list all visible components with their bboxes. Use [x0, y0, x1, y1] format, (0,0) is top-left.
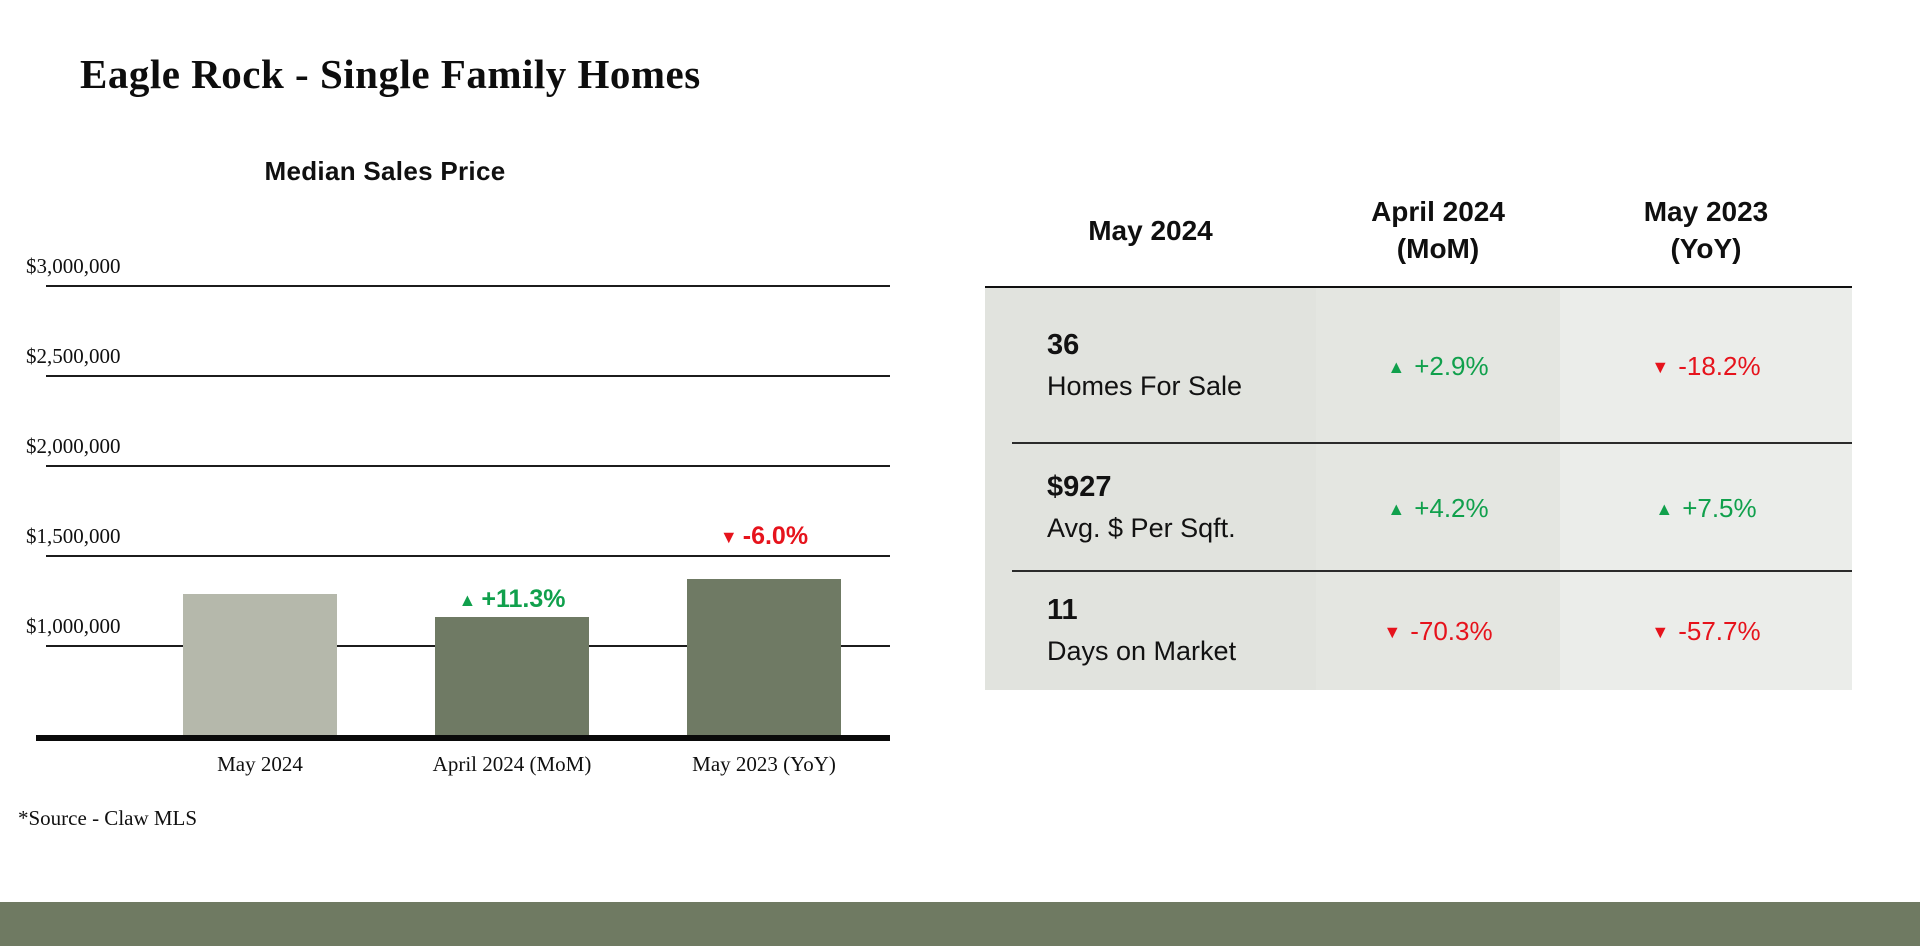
column-header-may-2023-yoy: May 2023 (YoY)	[1643, 196, 1769, 264]
down-arrow-icon: ▼	[719, 526, 738, 547]
annotation-text: +11.3%	[481, 585, 566, 613]
percent-change: +2.9%	[1414, 350, 1489, 381]
mom-change-cell: ▲ +4.2%	[1316, 444, 1560, 572]
footer-bar	[0, 902, 1920, 946]
percent-change: -57.7%	[1678, 615, 1761, 646]
metric-value: 11	[1047, 594, 1078, 626]
up-arrow-icon: ▲	[1387, 357, 1406, 377]
column-header-april-2024-mom: April 2024 (MoM)	[1371, 196, 1505, 264]
annotation-text: -6.0%	[742, 522, 809, 550]
x-axis-label-may-2024: May 2024	[217, 752, 303, 776]
up-arrow-icon: ▲	[458, 589, 477, 610]
metric-value: $927	[1047, 471, 1112, 503]
up-arrow-icon: ▲	[1387, 499, 1406, 519]
yoy-change-cell: ▼ -18.2%	[1560, 288, 1852, 444]
mom-change-cell: ▲ +2.9%	[1316, 288, 1560, 444]
bar-may-2023-yoy-	[687, 578, 841, 735]
metric-cell: $927 Avg. $ Per Sqft.	[985, 444, 1316, 572]
x-axis-label-may-2023: May 2023 (YoY)	[692, 752, 836, 776]
row-divider	[1012, 570, 1852, 572]
y-tick-label: $2,500,000	[26, 344, 121, 368]
metric-label: Days on Market	[1047, 636, 1237, 666]
percent-change: -70.3%	[1410, 615, 1493, 646]
percent-change: +7.5%	[1682, 492, 1757, 523]
table-body: 36 Homes For Sale ▲ +2.9% ▼ -18.2% $927 …	[985, 288, 1852, 690]
gridline	[46, 285, 890, 287]
table-header-row: May 2024 April 2024 (MoM) May 2023 (YoY)	[985, 178, 1852, 282]
bar-april-2024-mom-	[435, 617, 589, 735]
up-arrow-icon: ▲	[1655, 499, 1674, 519]
x-axis-label-april-2024: April 2024 (MoM)	[432, 752, 592, 776]
percent-change: +4.2%	[1414, 492, 1489, 523]
down-arrow-icon: ▼	[1651, 357, 1670, 377]
table-row-days-on-market: 11 Days on Market ▼ -70.3% ▼ -57.7%	[985, 570, 1852, 690]
x-axis-line	[36, 735, 890, 741]
page-title: Eagle Rock - Single Family Homes	[80, 51, 701, 97]
metric-cell: 36 Homes For Sale	[985, 288, 1316, 444]
mom-change-cell: ▼ -70.3%	[1316, 572, 1560, 690]
gridline	[46, 375, 890, 377]
median-sales-price-chart: ▲ +11.3% ▼ -6.0% May 2024 April 2024 (MoM)…	[26, 254, 890, 776]
chart-title: Median Sales Price	[264, 156, 506, 186]
metric-value: 36	[1047, 329, 1080, 361]
down-arrow-icon: ▼	[1383, 622, 1402, 642]
y-tick-label: $3,000,000	[26, 254, 121, 278]
table-row-homes-for-sale: 36 Homes For Sale ▲ +2.9% ▼ -18.2%	[985, 288, 1852, 444]
y-tick-label: $2,000,000	[26, 434, 121, 458]
source-note: *Source - Claw MLS	[18, 806, 198, 830]
percent-change: -18.2%	[1678, 350, 1761, 381]
gridline	[46, 555, 890, 557]
stats-table: May 2024 April 2024 (MoM) May 2023 (YoY)…	[985, 178, 1852, 690]
table-header-divider	[985, 286, 1852, 288]
yoy-change-annotation: ▼ -6.0%	[654, 522, 874, 551]
row-divider	[1012, 442, 1852, 444]
bar-may-2024	[183, 593, 337, 735]
mom-change-annotation: ▲ +11.3%	[402, 585, 622, 614]
metric-label: Avg. $ Per Sqft.	[1047, 513, 1236, 543]
y-tick-label: $1,500,000	[26, 524, 121, 548]
y-tick-label: $1,000,000	[26, 614, 121, 638]
down-arrow-icon: ▼	[1651, 622, 1670, 642]
table-row-avg-price-sqft: $927 Avg. $ Per Sqft. ▲ +4.2% ▲ +7.5%	[985, 442, 1852, 572]
yoy-change-cell: ▼ -57.7%	[1560, 572, 1852, 690]
yoy-change-cell: ▲ +7.5%	[1560, 444, 1852, 572]
metric-cell: 11 Days on Market	[985, 572, 1316, 690]
column-header-may-2024: May 2024	[1088, 214, 1213, 246]
metric-label: Homes For Sale	[1047, 371, 1243, 401]
gridline	[46, 465, 890, 467]
